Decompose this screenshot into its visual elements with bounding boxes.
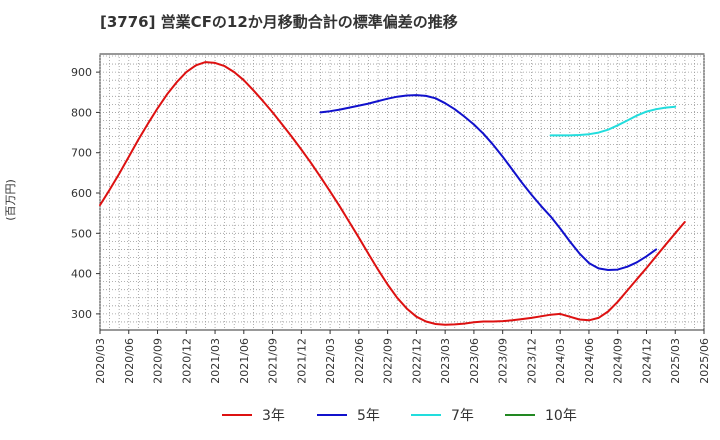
- x-tick-label: 2022/03: [324, 338, 337, 384]
- x-tick-label: 2022/06: [353, 338, 366, 384]
- y-tick-label: 800: [71, 106, 92, 119]
- y-tick-label: 500: [71, 227, 92, 240]
- x-tick-label: 2021/03: [209, 338, 222, 384]
- y-tick-label: 300: [71, 308, 92, 321]
- x-tick-label: 2023/09: [497, 338, 510, 384]
- y-axis-label: (百万円): [4, 179, 17, 221]
- legend-label-10年: 10年: [545, 408, 577, 424]
- chart-title: [3776] 営業CFの12か月移動合計の標準偏差の推移: [100, 13, 458, 31]
- y-tick-label: 900: [71, 66, 92, 79]
- plot-area: [99, 53, 705, 331]
- x-tick-label: 2023/12: [525, 338, 538, 384]
- x-tick-label: 2024/12: [640, 338, 653, 384]
- x-tick-label: 2021/09: [267, 338, 280, 384]
- x-tick-label: 2020/12: [180, 338, 193, 384]
- legend-label-7年: 7年: [451, 408, 474, 424]
- x-tick-label: 2024/06: [583, 338, 596, 384]
- y-tick-label: 400: [71, 268, 92, 281]
- x-tick-label: 2021/06: [238, 338, 251, 384]
- x-tick-label: 2023/03: [439, 338, 452, 384]
- x-tick-label: 2021/12: [295, 338, 308, 384]
- x-tick-label: 2023/06: [468, 338, 481, 384]
- series-lines: [99, 61, 686, 326]
- x-tick-label: 2020/06: [123, 338, 136, 384]
- x-tick-label: 2025/03: [669, 338, 682, 384]
- gridlines: [99, 54, 705, 330]
- y-tick-label: 600: [71, 187, 92, 200]
- y-axis: 300 400 500 600 700 800 900: [71, 66, 100, 321]
- series-line-5年: [319, 94, 658, 271]
- x-tick-label: 2020/09: [152, 338, 165, 384]
- series-line-7年: [549, 105, 677, 137]
- series-line-3年: [99, 61, 686, 326]
- x-tick-label: 2020/03: [94, 338, 107, 384]
- x-tick-label: 2025/06: [698, 338, 711, 384]
- legend-label-5年: 5年: [357, 408, 380, 424]
- y-tick-label: 700: [71, 147, 92, 160]
- x-tick-label: 2022/09: [382, 338, 395, 384]
- x-tick-label: 2024/03: [554, 338, 567, 384]
- x-tick-label: 2022/12: [410, 338, 423, 384]
- legend: 3年 5年 7年 10年: [222, 408, 577, 424]
- x-axis: 2020/03 2020/06 2020/09 2020/12 2021/03 2021/…: [94, 330, 711, 384]
- legend-label-3年: 3年: [262, 408, 285, 424]
- x-tick-label: 2024/09: [612, 338, 625, 384]
